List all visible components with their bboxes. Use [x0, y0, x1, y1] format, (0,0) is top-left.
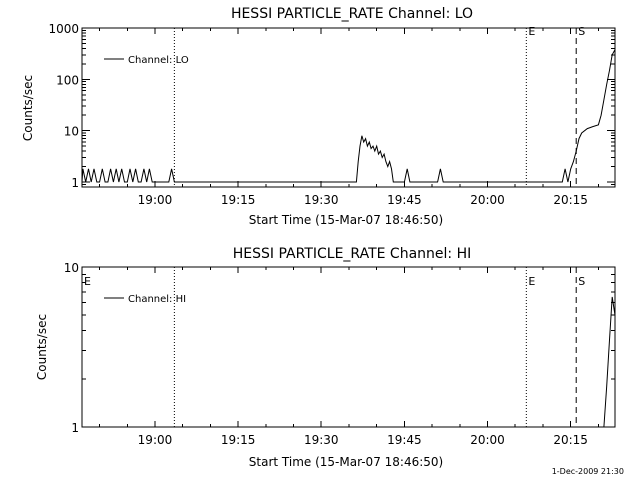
x-tick-label-hi-2: 19:30	[304, 433, 339, 447]
x-tick-label-lo-4: 20:00	[470, 193, 505, 207]
y-tick-label-lo-3: 1000	[48, 22, 79, 36]
marker-label-hi-1: E	[528, 275, 535, 288]
chart-title-hi: HESSI PARTICLE_RATE Channel: HI	[233, 246, 471, 262]
legend-label-lo: Channel: LO	[128, 55, 189, 66]
x-tick-label-hi-5: 20:15	[553, 433, 588, 447]
x-tick-label-lo-5: 20:15	[553, 193, 588, 207]
panel-lo: HESSI PARTICLE_RATE Channel: LO Counts/s…	[21, 6, 616, 227]
y-tick-label-hi-1: 10	[64, 261, 79, 275]
x-tick-label-lo-3: 19:45	[387, 193, 422, 207]
marker-label-hi-0: E	[84, 275, 91, 288]
series-line-hi-0	[603, 296, 616, 428]
panel-hi: HESSI PARTICLE_RATE Channel: HI Counts/s…	[35, 246, 616, 469]
y-tick-label-hi-0: 1	[71, 421, 79, 435]
chart-title-lo: HESSI PARTICLE_RATE Channel: LO	[231, 6, 473, 22]
y-axis-label-lo: Counts/sec	[21, 75, 35, 141]
x-tick-label-lo-0: 19:00	[138, 193, 173, 207]
legend-label-hi: Channel: HI	[128, 294, 186, 305]
series-line-lo-0	[81, 49, 616, 183]
x-tick-label-hi-4: 20:00	[470, 433, 505, 447]
y-tick-label-lo-2: 100	[56, 73, 79, 87]
x-tick-label-hi-3: 19:45	[387, 433, 422, 447]
x-tick-label-lo-1: 19:15	[221, 193, 256, 207]
legend-lo: Channel: LO	[104, 55, 189, 66]
plot-frame-lo	[81, 27, 616, 188]
x-tick-label-hi-1: 19:15	[221, 433, 256, 447]
y-axis-label-hi: Counts/sec	[35, 314, 49, 380]
x-axis-label-lo: Start Time (15-Mar-07 18:46:50)	[249, 213, 443, 227]
legend-hi: Channel: HI	[104, 294, 186, 305]
x-tick-label-lo-2: 19:30	[304, 193, 339, 207]
marker-label-lo-0: E	[528, 25, 535, 38]
x-tick-label-hi-0: 19:00	[138, 433, 173, 447]
plot-frame-hi	[81, 266, 616, 428]
x-axis-label-hi: Start Time (15-Mar-07 18:46:50)	[249, 455, 443, 469]
marker-label-lo-1: S	[578, 25, 585, 38]
y-tick-label-lo-0: 1	[71, 176, 79, 190]
y-tick-label-lo-1: 10	[64, 125, 79, 139]
marker-label-hi-2: S	[578, 275, 585, 288]
timestamp-footer: 1-Dec-2009 21:30	[552, 467, 624, 476]
